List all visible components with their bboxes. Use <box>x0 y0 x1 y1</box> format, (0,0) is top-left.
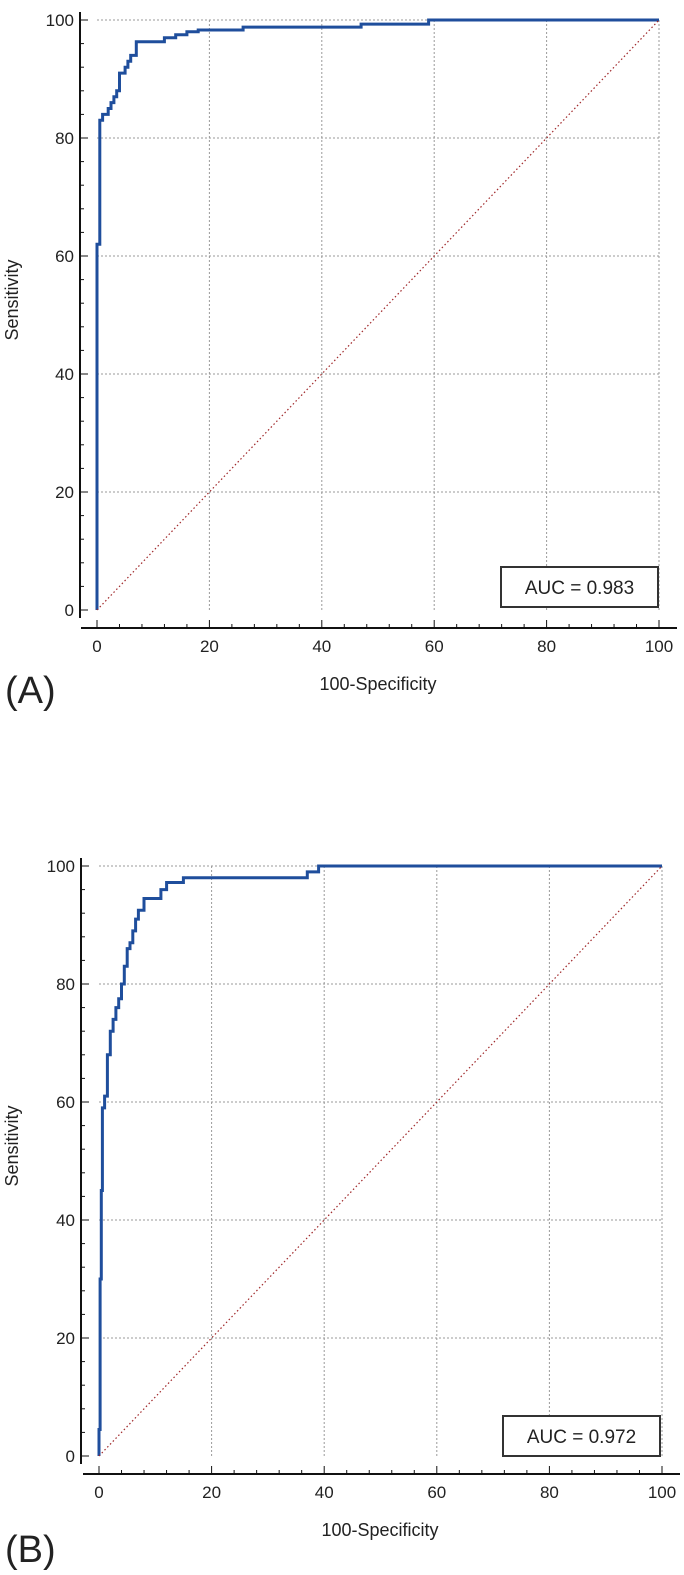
y-axis-label: Sensitivity <box>2 259 22 340</box>
x-tick-label: 100 <box>648 1483 676 1502</box>
x-tick-label: 80 <box>537 637 556 656</box>
roc-panel-a: 0 20 40 60 80 100 0 20 40 60 80 100 100-Specificity S… <box>2 11 677 712</box>
x-tick-label: 20 <box>200 637 219 656</box>
x-tick-label: 60 <box>427 1483 446 1502</box>
x-tick-label: 20 <box>202 1483 221 1502</box>
roc-curve-line <box>97 864 662 1456</box>
y-tick-label: 40 <box>55 365 74 384</box>
auc-annotation-box <box>502 1415 661 1457</box>
auc-annotation-text: AUC = 0.972 <box>527 1427 636 1448</box>
x-axis-label: 100-Specificity <box>321 1520 438 1540</box>
y-axis-label: Sensitivity <box>2 1105 22 1186</box>
x-tick-label: 100 <box>645 637 673 656</box>
reference-diagonal-line <box>98 865 663 1457</box>
y-tick-label: 20 <box>55 483 74 502</box>
y-tick-label: 100 <box>47 857 75 876</box>
roc-panel-b: 0 20 40 60 80 100 0 20 40 60 80 100 100-Specificity S… <box>2 857 680 1571</box>
y-tick-label: 20 <box>56 1329 75 1348</box>
x-tick-label: 0 <box>92 637 101 656</box>
y-tick-label: 0 <box>65 601 74 620</box>
x-tick-label: 60 <box>425 637 444 656</box>
roc-curve-line <box>95 18 659 610</box>
x-tick-label: 0 <box>94 1483 103 1502</box>
y-tick-label: 60 <box>55 247 74 266</box>
y-tick-label: 100 <box>46 11 74 30</box>
y-tick-label: 40 <box>56 1211 75 1230</box>
y-tick-label: 60 <box>56 1093 75 1112</box>
auc-annotation-box <box>500 566 659 608</box>
x-tick-label: 40 <box>312 637 331 656</box>
reference-diagonal-line <box>96 19 660 611</box>
x-tick-label: 80 <box>540 1483 559 1502</box>
x-tick-label: 40 <box>315 1483 334 1502</box>
y-tick-label: 80 <box>55 129 74 148</box>
x-axis-label: 100-Specificity <box>319 674 436 694</box>
auc-annotation-text: AUC = 0.983 <box>525 578 634 599</box>
y-tick-label: 0 <box>66 1447 75 1466</box>
panel-label: (B) <box>5 1529 56 1571</box>
y-tick-label: 80 <box>56 975 75 994</box>
panel-label: (A) <box>5 670 56 712</box>
